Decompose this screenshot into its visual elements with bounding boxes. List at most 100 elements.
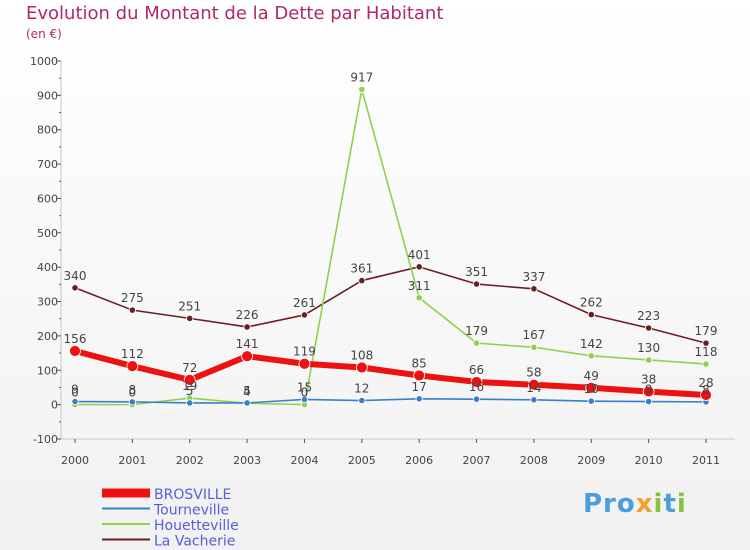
data-label: 19: [182, 379, 197, 393]
data-point: [415, 263, 423, 271]
data-point: [415, 294, 423, 302]
data-label: 8: [702, 383, 710, 397]
data-point: [642, 385, 655, 398]
y-tick-label: 100: [37, 364, 58, 377]
data-label: 130: [637, 341, 660, 355]
data-point: [472, 339, 481, 347]
x-tick-label: 2008: [520, 454, 548, 467]
legend-label: Tourneville: [153, 503, 229, 519]
x-tick-label: 2002: [176, 454, 204, 467]
data-point: [587, 311, 595, 319]
data-label: 226: [236, 308, 259, 322]
data-label: 12: [354, 382, 369, 396]
x-tick-label: 2003: [233, 454, 261, 467]
data-point: [645, 324, 653, 332]
data-label: 275: [121, 291, 144, 305]
y-tick-label: 400: [37, 261, 58, 274]
data-point: [528, 378, 540, 391]
data-label: 66: [469, 363, 484, 377]
x-tick-label: 2005: [348, 454, 376, 467]
data-point: [587, 352, 595, 360]
y-tick-label: 300: [37, 296, 58, 309]
data-point: [241, 350, 253, 363]
data-point: [470, 376, 483, 388]
x-tick-label: 2004: [290, 454, 318, 467]
legend-label: La Vacherie: [154, 534, 235, 550]
data-label: 8: [129, 383, 137, 397]
data-point: [128, 398, 136, 406]
data-point: [587, 397, 595, 405]
data-label: 401: [408, 248, 431, 262]
data-point: [69, 345, 81, 357]
data-label: 119: [293, 345, 316, 359]
data-point: [298, 357, 311, 370]
data-label: 337: [522, 270, 545, 284]
data-point: [645, 356, 653, 364]
legend-label: BROSVILLE: [154, 487, 231, 503]
data-point: [71, 397, 79, 406]
data-label: 141: [236, 337, 259, 351]
data-label: 0: [301, 386, 309, 400]
data-point: [702, 339, 710, 347]
series-line-tourneville: [74, 397, 707, 404]
y-tick-label: 600: [37, 192, 58, 205]
data-label: 49: [584, 369, 599, 383]
data-label: 351: [465, 265, 488, 279]
data-point: [71, 284, 79, 292]
data-label: 311: [408, 279, 431, 293]
data-point: [530, 285, 538, 293]
data-label: 9: [645, 383, 653, 397]
data-label: 72: [182, 361, 197, 375]
data-label: 261: [293, 296, 316, 310]
data-label: 118: [695, 345, 718, 359]
series-line-houetteville: [75, 88, 707, 406]
data-point: [300, 311, 309, 319]
x-tick-label: 2000: [61, 454, 89, 467]
data-label: 262: [580, 296, 603, 310]
data-point: [472, 395, 481, 403]
x-tick-label: 2007: [463, 454, 491, 467]
y-tick-label: 1000: [30, 55, 58, 68]
data-point: [300, 395, 309, 404]
chart-subtitle: (en €): [26, 27, 62, 41]
proxiti-logo: Proxiti: [583, 489, 687, 519]
y-tick-label: 800: [37, 124, 58, 137]
data-label: 16: [469, 380, 484, 394]
data-point: [126, 360, 139, 373]
data-label: 142: [580, 337, 603, 351]
data-label: 85: [412, 356, 427, 370]
y-tick-label: 700: [37, 158, 58, 171]
y-tick-label: 500: [37, 227, 58, 240]
data-label: 179: [465, 324, 488, 338]
y-tick-label: 900: [37, 89, 58, 102]
data-label: 179: [695, 324, 718, 338]
data-point: [243, 323, 251, 331]
y-tick-label: 200: [37, 330, 58, 343]
data-point: [183, 373, 196, 386]
y-tick-label: -100: [33, 433, 58, 446]
x-tick-label: 2011: [692, 454, 720, 467]
data-point: [530, 396, 538, 404]
data-point: [128, 306, 136, 314]
data-point: [700, 389, 712, 401]
data-label: 15: [297, 380, 312, 394]
data-label: 4: [243, 384, 251, 398]
data-label: 112: [121, 347, 144, 361]
chart-title: Evolution du Montant de la Dette par Hab…: [26, 3, 444, 24]
data-point: [585, 381, 598, 394]
data-point: [358, 276, 366, 285]
data-label: 10: [584, 382, 599, 396]
data-point: [243, 399, 251, 407]
x-tick-label: 2001: [118, 454, 146, 467]
data-point: [358, 85, 366, 94]
data-label: 28: [698, 376, 713, 390]
data-label: 0: [71, 386, 79, 400]
data-label: 917: [350, 71, 373, 85]
data-label: 14: [526, 381, 541, 395]
data-point: [355, 361, 368, 374]
data-label: 9: [71, 383, 79, 397]
data-point: [472, 280, 481, 288]
data-point: [413, 369, 426, 382]
